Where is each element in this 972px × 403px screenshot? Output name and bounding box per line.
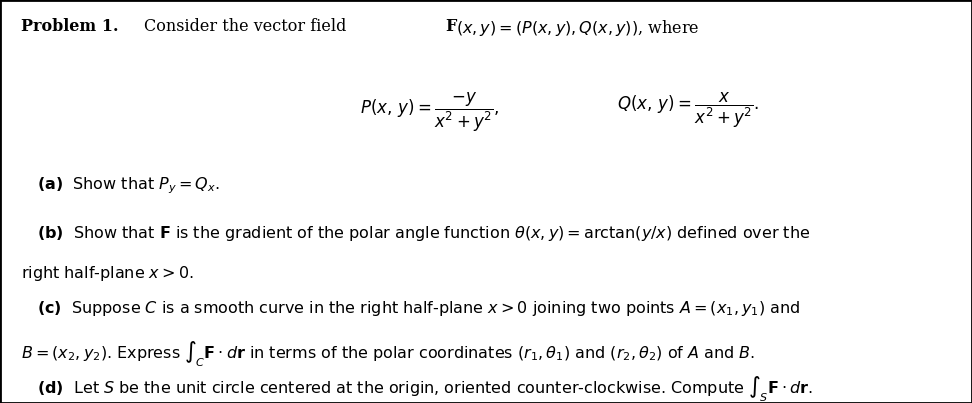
Text: $\mathbf{(a)}$  Show that $P_y = Q_x$.: $\mathbf{(a)}$ Show that $P_y = Q_x$. xyxy=(37,175,220,196)
Text: Problem 1.: Problem 1. xyxy=(21,18,119,35)
Text: $\mathbf{(d)}$  Let $S$ be the unit circle centered at the origin, oriented coun: $\mathbf{(d)}$ Let $S$ be the unit circl… xyxy=(37,374,813,403)
Text: right half-plane $x > 0$.: right half-plane $x > 0$. xyxy=(21,264,194,283)
Text: $(x, y) = (P(x, y), Q(x, y))$, where: $(x, y) = (P(x, y), Q(x, y))$, where xyxy=(456,18,699,38)
Text: $P(x,\, y) = \dfrac{-y}{x^2 + y^2},$: $P(x,\, y) = \dfrac{-y}{x^2 + y^2},$ xyxy=(360,91,500,134)
Text: F: F xyxy=(445,18,457,35)
Text: $\mathbf{(b)}$  Show that $\mathbf{F}$ is the gradient of the polar angle functi: $\mathbf{(b)}$ Show that $\mathbf{F}$ is… xyxy=(37,224,811,243)
Text: $\mathbf{(c)}$  Suppose $C$ is a smooth curve in the right half-plane $x > 0$ jo: $\mathbf{(c)}$ Suppose $C$ is a smooth c… xyxy=(37,299,800,318)
Text: Consider the vector field: Consider the vector field xyxy=(144,18,351,35)
Text: $B = (x_2, y_2)$. Express $\int_C \mathbf{F} \cdot d\mathbf{r}$ in terms of the : $B = (x_2, y_2)$. Express $\int_C \mathb… xyxy=(21,339,755,369)
Text: $Q(x,\, y) = \dfrac{x}{x^2 + y^2}.$: $Q(x,\, y) = \dfrac{x}{x^2 + y^2}.$ xyxy=(617,91,760,130)
